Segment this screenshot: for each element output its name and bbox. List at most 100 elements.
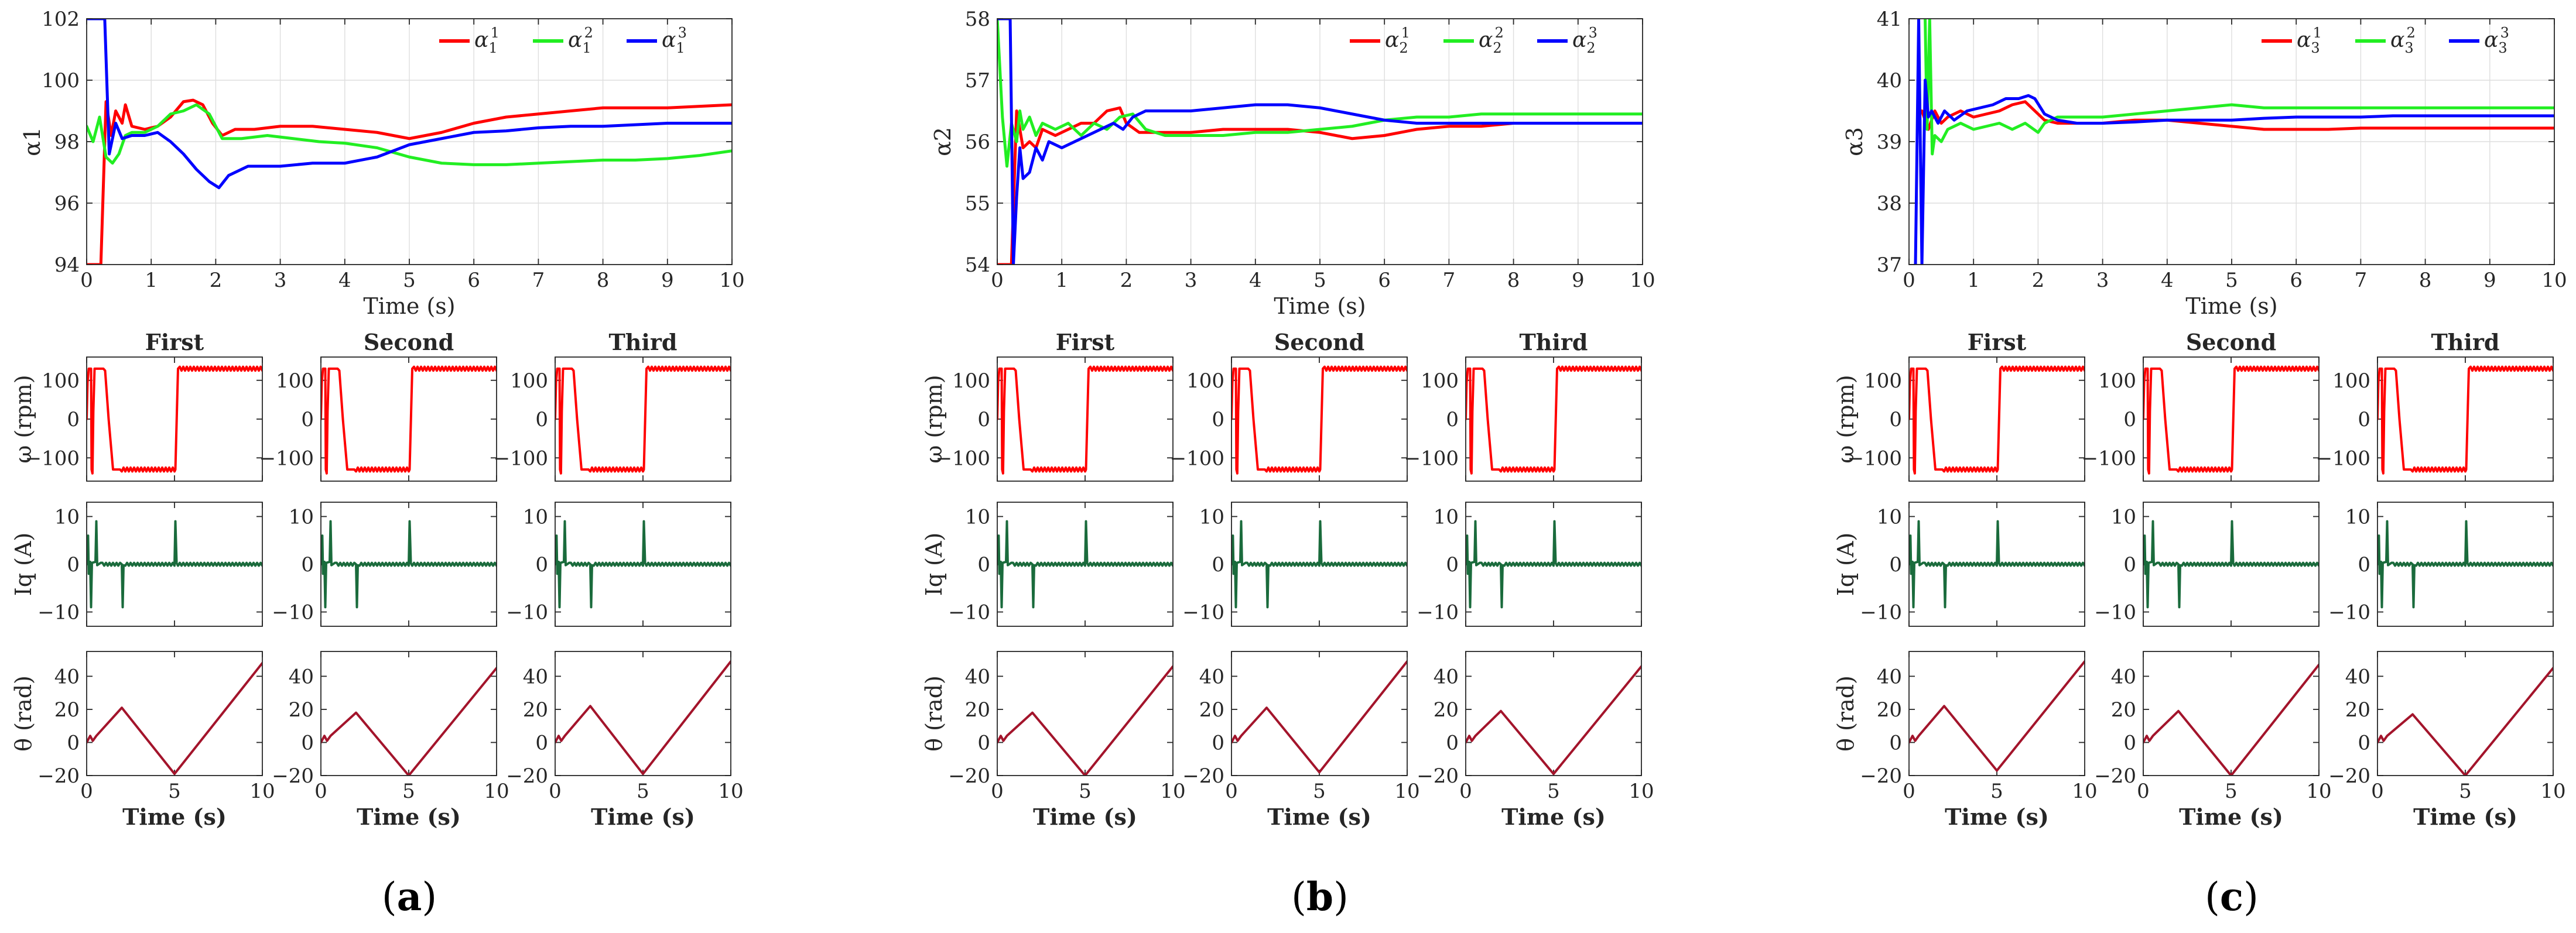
iq-plot-ylabel: Iq (A) xyxy=(11,533,36,596)
theta-plot-ytick-label: 0 xyxy=(977,731,990,754)
omega-plot-frame xyxy=(997,356,1174,482)
omega-plot-frame xyxy=(86,356,263,482)
omega-plot-line xyxy=(1909,365,2085,475)
theta-plot-ytick-label: 40 xyxy=(289,665,314,688)
theta-plot-ytick-label: −20 xyxy=(272,764,314,788)
legend-superscript: 2 xyxy=(1495,25,1504,41)
iq-plot-ytick-label: 10 xyxy=(2111,505,2136,529)
theta-plot-xtick-label: 10 xyxy=(1629,780,1654,803)
theta-plot-xtick-label: 10 xyxy=(2306,780,2331,803)
theta-plot-xtick-label: 10 xyxy=(249,780,275,803)
theta-plot-frame xyxy=(997,651,1174,776)
alpha-c-ytick-label: 40 xyxy=(1877,69,1902,92)
iq-plot-ytick-label: 0 xyxy=(535,553,548,577)
theta-plot-line xyxy=(2143,663,2319,776)
theta-plot-xtick-label: 5 xyxy=(637,780,649,803)
theta-plot-xtick-label: 0 xyxy=(2137,780,2150,803)
iq-plot-ytick-label: −10 xyxy=(506,601,548,625)
alpha-axis-frame xyxy=(1908,18,2555,265)
theta-plot-ytick-label: 20 xyxy=(1877,698,1902,722)
small-x-axis-label: Time (s) xyxy=(1267,804,1371,830)
omega-plot-ytick-label: 0 xyxy=(2358,408,2370,431)
theta-plot-frame xyxy=(1465,651,1642,776)
iq-plot-ytick-label: 0 xyxy=(2123,553,2136,577)
iq-plot-ytick-label: 10 xyxy=(965,505,990,529)
alpha-b-xtick-label: 1 xyxy=(1055,269,1068,292)
legend: α11 α12 α13 xyxy=(439,25,687,56)
theta-plot-xtick-label: 5 xyxy=(1990,780,2003,803)
panel-label: (a) xyxy=(382,874,437,920)
omega-plot-ytick-label: −100 xyxy=(25,447,80,470)
theta-plot-ytick-label: 0 xyxy=(2358,731,2370,754)
theta-plot-xtick-label: 5 xyxy=(1313,780,1326,803)
panel-label-open: ( xyxy=(382,874,397,920)
alpha-series-group xyxy=(87,19,732,265)
iq-plot-line xyxy=(1231,520,1407,609)
theta-plot-xtick-label: 5 xyxy=(1547,780,1560,803)
legend-entry-3: α23 xyxy=(1572,25,1597,56)
alpha-a-xtick-label: 10 xyxy=(719,269,744,292)
iq-plot-ytick-label: 0 xyxy=(1212,553,1224,577)
theta-plot-frame xyxy=(555,651,731,776)
omega-plot-ytick-label: 0 xyxy=(67,408,80,431)
alpha-a-xtick-label: 2 xyxy=(210,269,223,292)
column-title: First xyxy=(1056,329,1115,355)
iq-plot-ytick-label: 10 xyxy=(523,505,548,529)
theta-plot-ytick-label: 20 xyxy=(523,698,548,722)
theta-plot-xtick-label: 0 xyxy=(2371,780,2384,803)
alpha-c-xtick-label: 0 xyxy=(1903,269,1915,292)
alpha-c-ytick-label: 37 xyxy=(1877,253,1902,277)
alpha-series-group xyxy=(997,19,1643,265)
iq-plot: 10 0 −10 xyxy=(2094,502,2320,627)
theta-plot-ylabel: θ (rad) xyxy=(921,675,947,752)
panel-label-close: ) xyxy=(2243,874,2259,920)
series-line-2 xyxy=(87,103,732,166)
omega-plot-frame xyxy=(1231,356,1408,482)
theta-plot-ytick-label: −20 xyxy=(1860,764,1902,788)
theta-plot-ytick-label: 0 xyxy=(2123,731,2136,754)
theta-plot-ytick-label: 20 xyxy=(54,698,80,722)
iq-plot: 10 0 −10 xyxy=(506,502,731,627)
omega-plot-ylabel: ω (rpm) xyxy=(1833,375,1859,463)
theta-plot-ytick-label: −20 xyxy=(2328,764,2370,788)
legend-base: α xyxy=(662,28,676,52)
iq-plot-line xyxy=(321,520,497,609)
alpha-c-xtick-label: 5 xyxy=(2225,269,2238,292)
alpha-c-xtick-label: 6 xyxy=(2290,269,2303,292)
iq-plot-frame xyxy=(555,502,731,627)
legend-entry-1: α11 xyxy=(474,25,500,56)
iq-plot-frame xyxy=(1231,502,1408,627)
alpha-b-ytick-label: 54 xyxy=(965,253,990,277)
alpha-a-xtick-label: 7 xyxy=(532,269,545,292)
alpha-c-ytick-label: 41 xyxy=(1877,8,1902,31)
iq-plot-ytick-label: 10 xyxy=(1877,505,1902,529)
theta-plot-line xyxy=(1231,660,1407,774)
alpha-a-xtick-label: 0 xyxy=(80,269,93,292)
theta-plot-xtick-label: 5 xyxy=(2459,780,2472,803)
series-line-1 xyxy=(87,98,732,265)
panel-label-letter: b xyxy=(1306,874,1333,920)
alpha-c-ytick-label: 38 xyxy=(1877,192,1902,215)
legend-subscript: 3 xyxy=(2498,40,2507,56)
small-x-axis-label: Time (s) xyxy=(357,804,461,830)
theta-plot-xtick-label: 5 xyxy=(168,780,181,803)
theta-plot-xtick-label: 0 xyxy=(314,780,327,803)
omega-plot: 100 0 −100 xyxy=(1404,356,1642,482)
theta-plot-ytick-label: −20 xyxy=(1182,764,1224,788)
alpha-c-xtick-label: 4 xyxy=(2161,269,2174,292)
panel-label-close: ) xyxy=(422,874,437,920)
small-x-axis-label: Time (s) xyxy=(1945,804,2049,830)
legend-subscript: 3 xyxy=(2404,40,2413,56)
theta-plot-frame xyxy=(2143,651,2320,776)
omega-plot-ylabel: ω (rpm) xyxy=(921,375,947,463)
theta-plot-ytick-label: 40 xyxy=(54,665,80,688)
